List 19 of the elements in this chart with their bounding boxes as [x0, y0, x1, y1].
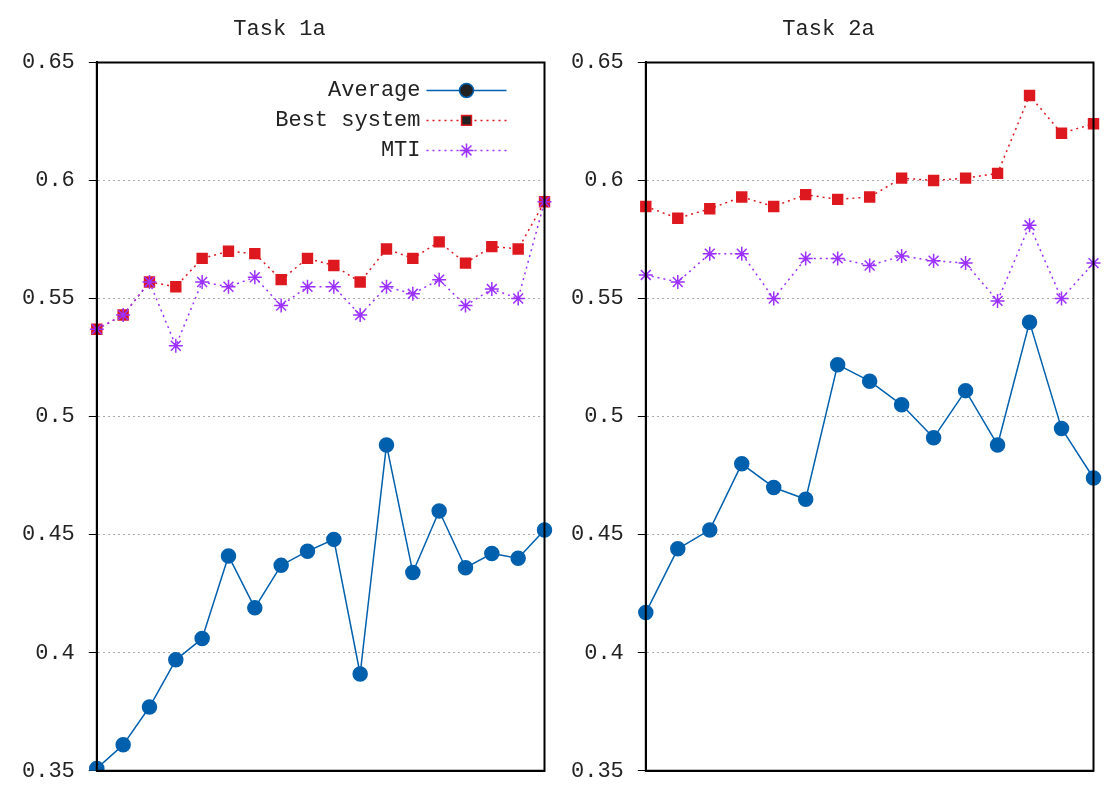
y-tick-label: 0.4 [35, 640, 75, 666]
chart-title: Task 1a [233, 17, 326, 43]
y-tick-label: 0.5 [35, 404, 75, 430]
y-tick-label: 0.35 [571, 758, 624, 784]
y-tick-label: 0.45 [571, 522, 624, 548]
legend-label: MTI [380, 138, 421, 164]
y-tick-label: 0.45 [22, 522, 75, 548]
y-tick-label: 0.6 [35, 168, 75, 194]
y-tick-label: 0.55 [571, 286, 624, 312]
legend-label: Average [328, 78, 421, 104]
y-tick-label: 0.65 [571, 50, 624, 76]
chart-title: Task 2a [782, 17, 875, 43]
y-tick-label: 0.4 [584, 640, 624, 666]
y-tick-label: 0.55 [22, 286, 75, 312]
y-tick-label: 0.6 [584, 168, 624, 194]
y-tick-label: 0.65 [22, 50, 75, 76]
y-tick-label: 0.35 [22, 758, 75, 784]
y-tick-label: 0.5 [584, 404, 624, 430]
legend-label: Best system [275, 108, 421, 134]
